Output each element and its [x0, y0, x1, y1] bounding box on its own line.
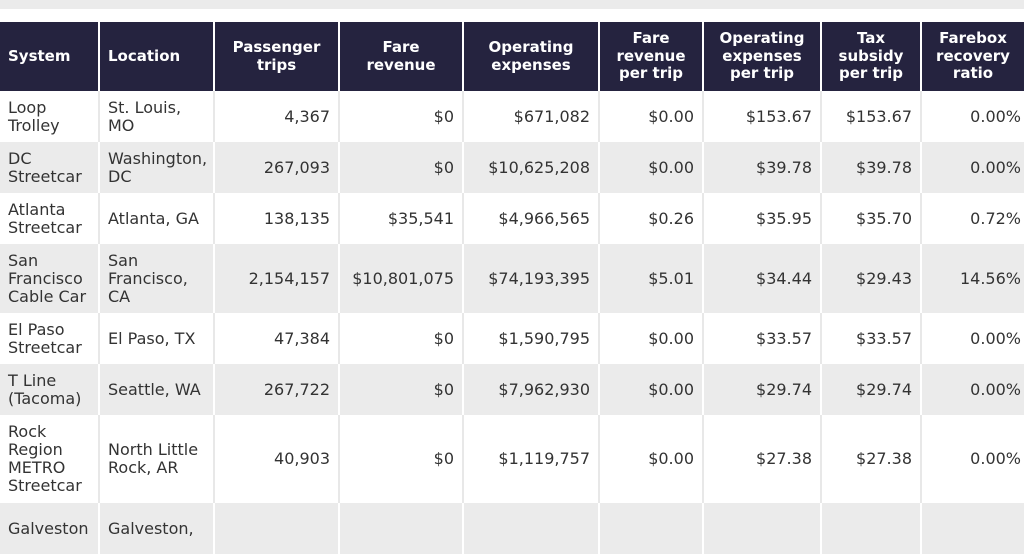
cell-fare-revenue: $0	[339, 142, 464, 193]
cell-operating-expenses-per-trip: $29.74	[703, 364, 822, 415]
cell-operating-expenses: $1,590,795	[463, 313, 600, 364]
table-row: San Francisco Cable Car San Francisco, CA…	[0, 244, 1024, 313]
header-passenger-trips[interactable]: Passenger trips	[214, 22, 340, 91]
cell-location: North Little Rock, AR	[99, 415, 215, 503]
cell-system: El Paso Streetcar	[0, 313, 100, 364]
cell-system: San Francisco Cable Car	[0, 244, 100, 313]
cell-operating-expenses: $74,193,395	[463, 244, 600, 313]
cell-passenger-trips	[214, 503, 340, 554]
cell-tax-subsidy-per-trip: $27.38	[821, 415, 922, 503]
cell-fare-revenue: $0	[339, 415, 464, 503]
cell-operating-expenses: $4,966,565	[463, 193, 600, 244]
header-tax-subsidy-per-trip[interactable]: Tax subsidy per trip	[821, 22, 922, 91]
cell-passenger-trips: 40,903	[214, 415, 340, 503]
top-strip	[0, 0, 1024, 9]
cell-tax-subsidy-per-trip: $39.78	[821, 142, 922, 193]
cell-farebox-recovery-ratio: 0.00%	[921, 313, 1024, 364]
table-row: DC Streetcar Washington, DC 267,093 $0 $10,6…	[0, 142, 1024, 193]
table-row: Atlanta Streetcar Atlanta, GA 138,135 $35,5…	[0, 193, 1024, 244]
cell-farebox-recovery-ratio: 0.00%	[921, 142, 1024, 193]
header-operating-expenses[interactable]: Operating expenses	[463, 22, 600, 91]
cell-operating-expenses-per-trip: $153.67	[703, 91, 822, 142]
header-fare-revenue-per-trip[interactable]: Fare revenue per trip	[599, 22, 704, 91]
cell-fare-revenue-per-trip: $0.00	[599, 364, 704, 415]
cell-passenger-trips: 2,154,157	[214, 244, 340, 313]
cell-tax-subsidy-per-trip: $35.70	[821, 193, 922, 244]
header-row: System Location Passenger trips Fare rev…	[0, 22, 1024, 91]
cell-system: Rock Region METRO Streetcar	[0, 415, 100, 503]
table-row: El Paso Streetcar El Paso, TX 47,384 $0 $1,5…	[0, 313, 1024, 364]
cell-operating-expenses: $671,082	[463, 91, 600, 142]
cell-fare-revenue: $10,801,075	[339, 244, 464, 313]
cell-location: Washington, DC	[99, 142, 215, 193]
cell-tax-subsidy-per-trip: $33.57	[821, 313, 922, 364]
cell-tax-subsidy-per-trip: $29.74	[821, 364, 922, 415]
cell-farebox-recovery-ratio: 0.00%	[921, 91, 1024, 142]
cell-passenger-trips: 267,093	[214, 142, 340, 193]
cell-operating-expenses-per-trip: $39.78	[703, 142, 822, 193]
cell-fare-revenue: $0	[339, 91, 464, 142]
header-farebox-recovery-ratio[interactable]: Farebox recovery ratio	[921, 22, 1024, 91]
cell-operating-expenses-per-trip	[703, 503, 822, 554]
cell-operating-expenses-per-trip: $27.38	[703, 415, 822, 503]
cell-system: Loop Trolley	[0, 91, 100, 142]
table-row: Loop Trolley St. Louis, MO 4,367 $0 $671,082…	[0, 91, 1024, 142]
cell-location: Seattle, WA	[99, 364, 215, 415]
cell-operating-expenses: $1,119,757	[463, 415, 600, 503]
cell-farebox-recovery-ratio: 0.00%	[921, 364, 1024, 415]
cell-tax-subsidy-per-trip	[821, 503, 922, 554]
cell-fare-revenue: $0	[339, 364, 464, 415]
cell-system: DC Streetcar	[0, 142, 100, 193]
cell-fare-revenue-per-trip: $0.26	[599, 193, 704, 244]
cell-fare-revenue-per-trip: $0.00	[599, 91, 704, 142]
cell-farebox-recovery-ratio: 14.56%	[921, 244, 1024, 313]
cell-location: El Paso, TX	[99, 313, 215, 364]
cell-operating-expenses-per-trip: $35.95	[703, 193, 822, 244]
table-row: Rock Region METRO Streetcar North Little …	[0, 415, 1024, 503]
cell-system: Galveston	[0, 503, 100, 554]
cell-operating-expenses-per-trip: $33.57	[703, 313, 822, 364]
header-system[interactable]: System	[0, 22, 100, 91]
cell-fare-revenue: $0	[339, 313, 464, 364]
cell-passenger-trips: 267,722	[214, 364, 340, 415]
cell-system: T Line (Tacoma)	[0, 364, 100, 415]
header-fare-revenue[interactable]: Fare revenue	[339, 22, 464, 91]
cell-operating-expenses: $7,962,930	[463, 364, 600, 415]
cell-farebox-recovery-ratio: 0.00%	[921, 415, 1024, 503]
cell-location: San Francisco, CA	[99, 244, 215, 313]
table-row: T Line (Tacoma) Seattle, WA 267,722 $0 $7,96…	[0, 364, 1024, 415]
cell-farebox-recovery-ratio	[921, 503, 1024, 554]
cell-fare-revenue: $35,541	[339, 193, 464, 244]
table-row: Galveston Galveston,	[0, 503, 1024, 554]
cell-operating-expenses: $10,625,208	[463, 142, 600, 193]
cell-passenger-trips: 4,367	[214, 91, 340, 142]
cell-fare-revenue-per-trip: $0.00	[599, 313, 704, 364]
cell-passenger-trips: 47,384	[214, 313, 340, 364]
transit-cost-table: System Location Passenger trips Fare rev…	[0, 22, 1024, 554]
cell-farebox-recovery-ratio: 0.72%	[921, 193, 1024, 244]
cell-fare-revenue-per-trip: $5.01	[599, 244, 704, 313]
cell-system: Atlanta Streetcar	[0, 193, 100, 244]
cell-fare-revenue-per-trip: $0.00	[599, 415, 704, 503]
cell-location: Galveston,	[99, 503, 215, 554]
cell-tax-subsidy-per-trip: $29.43	[821, 244, 922, 313]
cell-operating-expenses-per-trip: $34.44	[703, 244, 822, 313]
cell-passenger-trips: 138,135	[214, 193, 340, 244]
cell-fare-revenue-per-trip	[599, 503, 704, 554]
cell-fare-revenue-per-trip: $0.00	[599, 142, 704, 193]
cell-location: Atlanta, GA	[99, 193, 215, 244]
cell-operating-expenses	[463, 503, 600, 554]
cell-tax-subsidy-per-trip: $153.67	[821, 91, 922, 142]
cell-location: St. Louis, MO	[99, 91, 215, 142]
header-location[interactable]: Location	[99, 22, 215, 91]
cell-fare-revenue	[339, 503, 464, 554]
header-operating-expenses-per-trip[interactable]: Operating expenses per trip	[703, 22, 822, 91]
